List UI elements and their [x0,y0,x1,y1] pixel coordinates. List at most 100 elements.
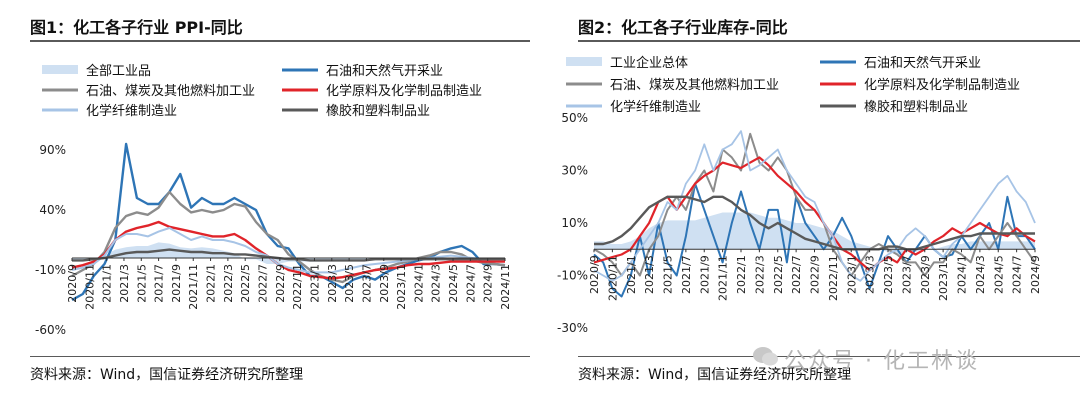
legend-label: 化学原料及化学制品制造业 [326,83,482,99]
legend-item: 工业企业总体 [566,55,688,71]
right-chart-title: 图2：化工各子行业库存-同比 [578,18,788,37]
legend-item: 石油、煤炭及其他燃料加工业 [566,77,779,93]
x-tick-label: 2020/9 [588,255,601,294]
x-tick-label: 2023/9 [919,255,932,294]
series-line [71,220,505,280]
legend-label: 石油和天然气开采业 [326,63,443,79]
legend-label: 石油、煤炭及其他燃料加工业 [86,83,255,99]
x-tick-label: 2022/3 [222,264,235,303]
x-tick-label: 2023/11 [395,264,408,310]
x-tick-label: 2021/9 [170,264,183,303]
watermark-text: 公众号 · 化工林谈 [752,343,979,375]
x-tick-label: 2021/3 [643,255,656,294]
right-chart-panel: 图2：化工各子行业库存-同比 工业企业总体 石油和天然气开采业石油、煤炭及其他燃料… [548,0,1080,405]
left-top-rule [30,40,530,42]
x-tick-label: 2021/3 [118,264,131,303]
legend-item: 石油、煤炭及其他燃料加工业 [42,83,255,99]
series-line [71,190,506,284]
legend-item: 橡胶和塑料制品业 [282,103,430,119]
y-tick-label: 30% [561,164,588,178]
x-tick-label: 2024/7 [464,264,477,303]
legend-item: 化学纤维制造业 [42,103,177,119]
x-tick-label: 2021/11 [187,264,200,310]
x-tick-label: 2021/5 [662,255,675,294]
series-line [594,195,1035,251]
legend-item: 化学原料及化学制品制造业 [282,83,482,99]
left-chart-panel: 图1：化工各子行业 PPI-同比 全部工业品 石油和天然气开采业石油、煤炭及其他燃… [0,0,530,405]
x-tick-label: 2022/1 [205,264,218,303]
legend-item: 全部工业品 [42,63,151,79]
watermark-label: 公众号 · 化工林谈 [784,349,979,374]
x-tick-label: 2023/7 [360,264,373,303]
series-area [594,212,1035,255]
x-tick-label: 2022/11 [827,255,840,301]
series-line [71,142,506,302]
y-tick-label: -30% [557,321,588,335]
y-tick-label: 10% [561,216,588,230]
x-tick-label: 2020/11 [83,264,96,310]
x-tick-label: 2022/5 [239,264,252,303]
x-tick-label: 2024/11 [499,264,512,310]
left-bottom-rule [30,356,530,357]
legend-item: 橡胶和塑料制品业 [820,99,968,115]
x-tick-label: 2022/3 [753,255,766,294]
x-tick-label: 2022/7 [257,264,270,303]
x-tick-label: 2024/1 [956,255,969,294]
x-tick-label: 2022/11 [291,264,304,310]
x-tick-label: 2022/9 [274,264,287,303]
legend-label: 全部工业品 [86,63,151,79]
right-source-note: 资料来源：Wind，国信证券经济研究所整理 [578,367,852,383]
x-tick-label: 2024/9 [1029,255,1042,294]
right-bottom-rule [578,356,1080,357]
x-tick-label: 2022/5 [772,255,785,294]
legend-item: 石油和天然气开采业 [282,63,443,79]
x-tick-label: 2020/11 [606,255,619,301]
x-tick-label: 2024/5 [447,264,460,303]
y-tick-label: -10% [557,269,588,283]
x-tick-label: 2024/1 [412,264,425,303]
x-tick-label: 2024/3 [430,264,443,303]
x-tick-label: 2021/1 [625,255,638,294]
legend-item: 化学原料及化学制品制造业 [820,77,1020,93]
y-tick-label: 50% [561,111,588,125]
y-tick-label: 40% [39,203,66,217]
legend-label: 工业企业总体 [610,55,688,71]
legend-label: 化学原料及化学制品制造业 [864,77,1020,93]
x-tick-label: 2024/9 [482,264,495,303]
right-top-rule [578,40,1080,42]
legend-item: 石油和天然气开采业 [820,55,981,71]
legend-label: 橡胶和塑料制品业 [864,99,968,115]
series-line [593,156,1036,272]
y-tick-label: -60% [35,323,66,337]
x-tick-label: 2020/9 [66,264,79,303]
left-chart-title: 图1：化工各子行业 PPI-同比 [30,18,243,37]
legend-label: 橡胶和塑料制品业 [326,103,430,119]
x-tick-label: 2021/7 [680,255,693,294]
legend-label: 石油和天然气开采业 [864,55,981,71]
x-tick-label: 2023/11 [937,255,950,301]
x-tick-label: 2024/3 [974,255,987,294]
legend-label: 化学纤维制造业 [86,103,177,119]
series-line [593,132,1036,277]
left-source-note: 资料来源：Wind，国信证券经济研究所整理 [30,367,304,383]
x-tick-label: 2021/11 [717,255,730,301]
x-tick-label: 2024/7 [1011,255,1024,294]
legend-label: 石油、煤炭及其他燃料加工业 [610,77,779,93]
x-tick-label: 2021/5 [135,264,148,303]
series-line [72,248,505,262]
series-area [72,242,505,264]
x-tick-label: 2023/1 [845,255,858,294]
x-tick-label: 2021/9 [698,255,711,294]
y-tick-label: 90% [39,143,66,157]
legend-label: 化学纤维制造业 [610,99,701,115]
x-tick-label: 2021/1 [101,264,114,303]
x-tick-label: 2022/7 [790,255,803,294]
wechat-icon [753,347,778,366]
x-tick-label: 2022/9 [809,255,822,294]
x-tick-label: 2022/1 [735,255,748,294]
x-tick-label: 2023/1 [308,264,321,303]
x-tick-label: 2023/9 [378,264,391,303]
legend-swatch [566,57,602,66]
